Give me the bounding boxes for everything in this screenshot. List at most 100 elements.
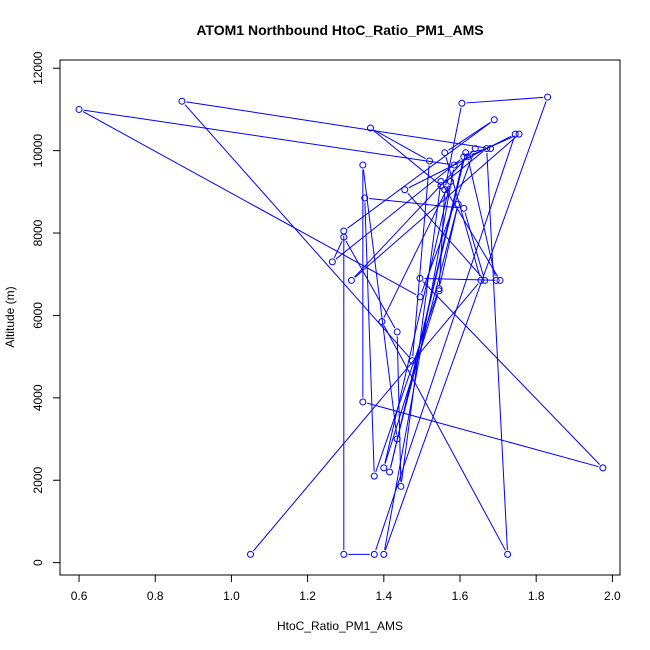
data-point xyxy=(441,186,449,194)
data-point xyxy=(340,233,348,241)
data-point xyxy=(359,161,367,169)
series-segment xyxy=(464,212,484,277)
data-point xyxy=(492,276,500,284)
series-segment xyxy=(401,185,441,483)
series-segment xyxy=(184,104,410,358)
data-point xyxy=(393,435,401,443)
data-point xyxy=(366,124,374,132)
data-point xyxy=(370,550,378,558)
data-point xyxy=(361,194,369,202)
data-point xyxy=(464,153,472,161)
series-segment xyxy=(444,151,484,184)
data-point xyxy=(75,105,83,113)
data-point xyxy=(386,468,394,476)
data-point xyxy=(178,97,186,105)
data-point xyxy=(490,116,498,124)
data-point xyxy=(481,276,489,284)
x-tick-label: 1.8 xyxy=(528,589,545,603)
data-point xyxy=(486,145,494,153)
data-point xyxy=(426,157,434,165)
x-tick-label: 0.6 xyxy=(71,589,88,603)
series-segment xyxy=(468,161,496,277)
series-segment xyxy=(354,151,473,278)
series-segment xyxy=(486,153,508,550)
data-point xyxy=(437,178,445,186)
series-segment xyxy=(396,336,402,482)
data-point xyxy=(416,293,424,301)
y-tick-label: 6000 xyxy=(31,302,45,329)
series-segment xyxy=(439,208,458,285)
series-segment xyxy=(335,159,461,260)
series-segment xyxy=(347,122,491,229)
series-segment xyxy=(345,240,396,329)
series-segment xyxy=(397,208,458,435)
series-segment xyxy=(375,138,515,551)
data-point xyxy=(458,99,466,107)
data-point xyxy=(477,276,485,284)
x-tick-label: 1.2 xyxy=(299,589,316,603)
series-segment xyxy=(354,136,516,278)
series-segment xyxy=(421,152,475,293)
series-segment xyxy=(384,294,439,464)
data-point xyxy=(599,464,607,472)
series-segment xyxy=(82,111,417,296)
data-point xyxy=(347,276,355,284)
series-segment xyxy=(445,107,462,186)
data-point xyxy=(380,464,388,472)
data-point xyxy=(246,550,254,558)
y-tick-label: 8000 xyxy=(31,219,45,246)
x-tick-label: 2.0 xyxy=(604,589,621,603)
series-segment xyxy=(384,169,454,551)
y-tick-label: 12000 xyxy=(31,51,45,85)
series-segment xyxy=(333,241,343,259)
data-point xyxy=(380,550,388,558)
data-point xyxy=(359,398,367,406)
chart-title: ATOM1 Northbound HtoC_Ratio_PM1_AMS xyxy=(196,22,483,38)
x-tick-label: 0.8 xyxy=(147,589,164,603)
plot-frame xyxy=(59,59,621,576)
series-segment xyxy=(422,281,601,465)
data-point xyxy=(450,161,458,169)
x-tick-label: 1.0 xyxy=(223,589,240,603)
series-segment xyxy=(438,194,446,287)
series-points xyxy=(75,93,607,558)
data-point xyxy=(397,482,405,490)
data-point xyxy=(340,227,348,235)
series-segment xyxy=(384,185,450,464)
data-point xyxy=(328,258,336,266)
data-point xyxy=(496,276,504,284)
y-axis-label: Altitude (m) xyxy=(3,286,17,347)
series-segment xyxy=(448,121,491,151)
data-point xyxy=(416,274,424,282)
y-tick-label: 2000 xyxy=(31,467,45,494)
data-point xyxy=(435,287,443,295)
x-tick-label: 1.4 xyxy=(375,589,392,603)
data-point xyxy=(454,200,462,208)
series-segment xyxy=(374,129,426,160)
data-point xyxy=(460,153,468,161)
series-segment xyxy=(373,130,438,184)
data-point xyxy=(511,130,519,138)
series-segment xyxy=(383,185,449,318)
data-point xyxy=(441,149,449,157)
data-point xyxy=(483,145,491,153)
data-point xyxy=(401,186,409,194)
data-point xyxy=(544,93,552,101)
series-segment xyxy=(384,101,547,551)
x-axis: 0.6 0.8 1.0 1.2 1.4 1.6 1.8 2.0 xyxy=(71,574,621,603)
data-point xyxy=(435,285,443,293)
series-segment xyxy=(252,283,479,552)
data-point xyxy=(504,550,512,558)
data-point xyxy=(462,149,470,157)
y-tick-label: 0 xyxy=(31,559,45,566)
series-segment xyxy=(383,325,506,551)
data-point xyxy=(408,357,416,365)
data-point xyxy=(340,550,348,558)
series-segment xyxy=(471,135,516,156)
data-point xyxy=(460,204,468,212)
data-point xyxy=(446,178,454,186)
data-point xyxy=(515,130,523,138)
series-segment xyxy=(186,101,487,149)
data-point xyxy=(437,182,445,190)
